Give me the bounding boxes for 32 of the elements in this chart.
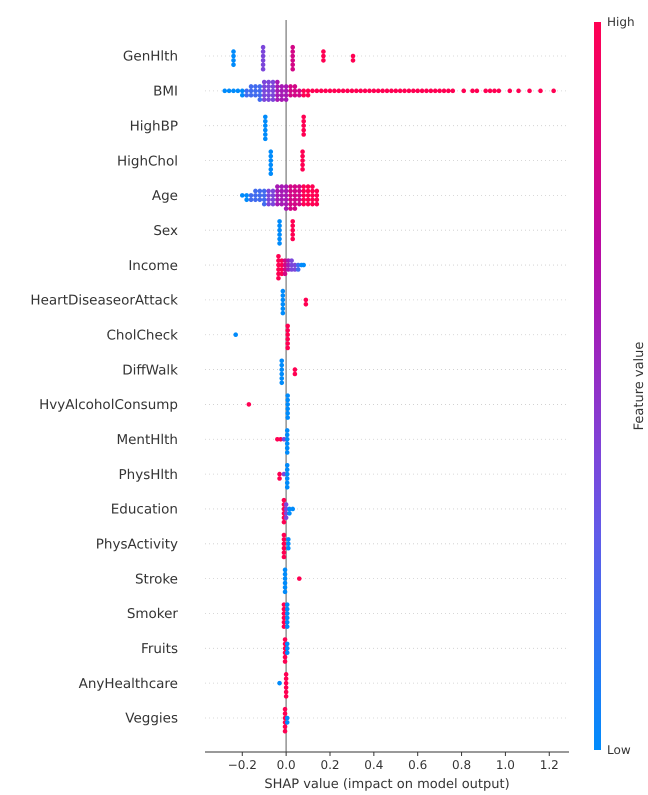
y-tick-label: MentHlth — [116, 432, 178, 448]
y-tick-label: CholCheck — [106, 327, 178, 344]
y-tick-label: Fruits — [141, 641, 178, 658]
x-tick-label: 0.4 — [364, 758, 384, 772]
x-axis-title: SHAP value (impact on model output) — [264, 777, 510, 792]
x-tick-label: 1.2 — [540, 758, 559, 772]
y-tick-label: PhysActivity — [96, 536, 178, 553]
y-tick-label: AnyHealthcare — [78, 676, 178, 692]
y-tick-label: Sex — [153, 222, 178, 239]
x-tick-label: 1.0 — [496, 758, 515, 772]
y-tick-label: BMI — [153, 84, 178, 100]
y-tick-label: PhysHlth — [118, 466, 178, 483]
y-tick-label: Income — [128, 258, 178, 274]
x-tick-label: 0.6 — [408, 758, 428, 772]
color-bar-label: High — [607, 15, 635, 30]
y-tick-label: Stroke — [134, 571, 178, 588]
color-bar-label: Low — [607, 743, 631, 758]
x-tick-label: 0.0 — [276, 758, 296, 772]
color-bar-title: Feature value — [632, 342, 647, 430]
y-tick-label: Education — [110, 502, 178, 518]
x-tick-label: −0.2 — [228, 758, 257, 772]
y-tick-label: HighChol — [116, 153, 178, 170]
y-tick-label: HvyAlcoholConsump — [39, 397, 178, 414]
y-tick-label: Smoker — [126, 606, 178, 622]
y-tick-label: Veggies — [125, 710, 178, 727]
y-tick-label: DiffWalk — [122, 362, 178, 378]
x-tick-label: 0.8 — [452, 758, 472, 772]
y-tick-label: HeartDiseaseorAttack — [30, 292, 178, 309]
y-tick-label: HighBP — [130, 118, 178, 134]
y-tick-label: Age — [152, 188, 178, 204]
x-tick-label: 0.2 — [320, 758, 340, 772]
y-tick-label: GenHlth — [122, 48, 178, 65]
